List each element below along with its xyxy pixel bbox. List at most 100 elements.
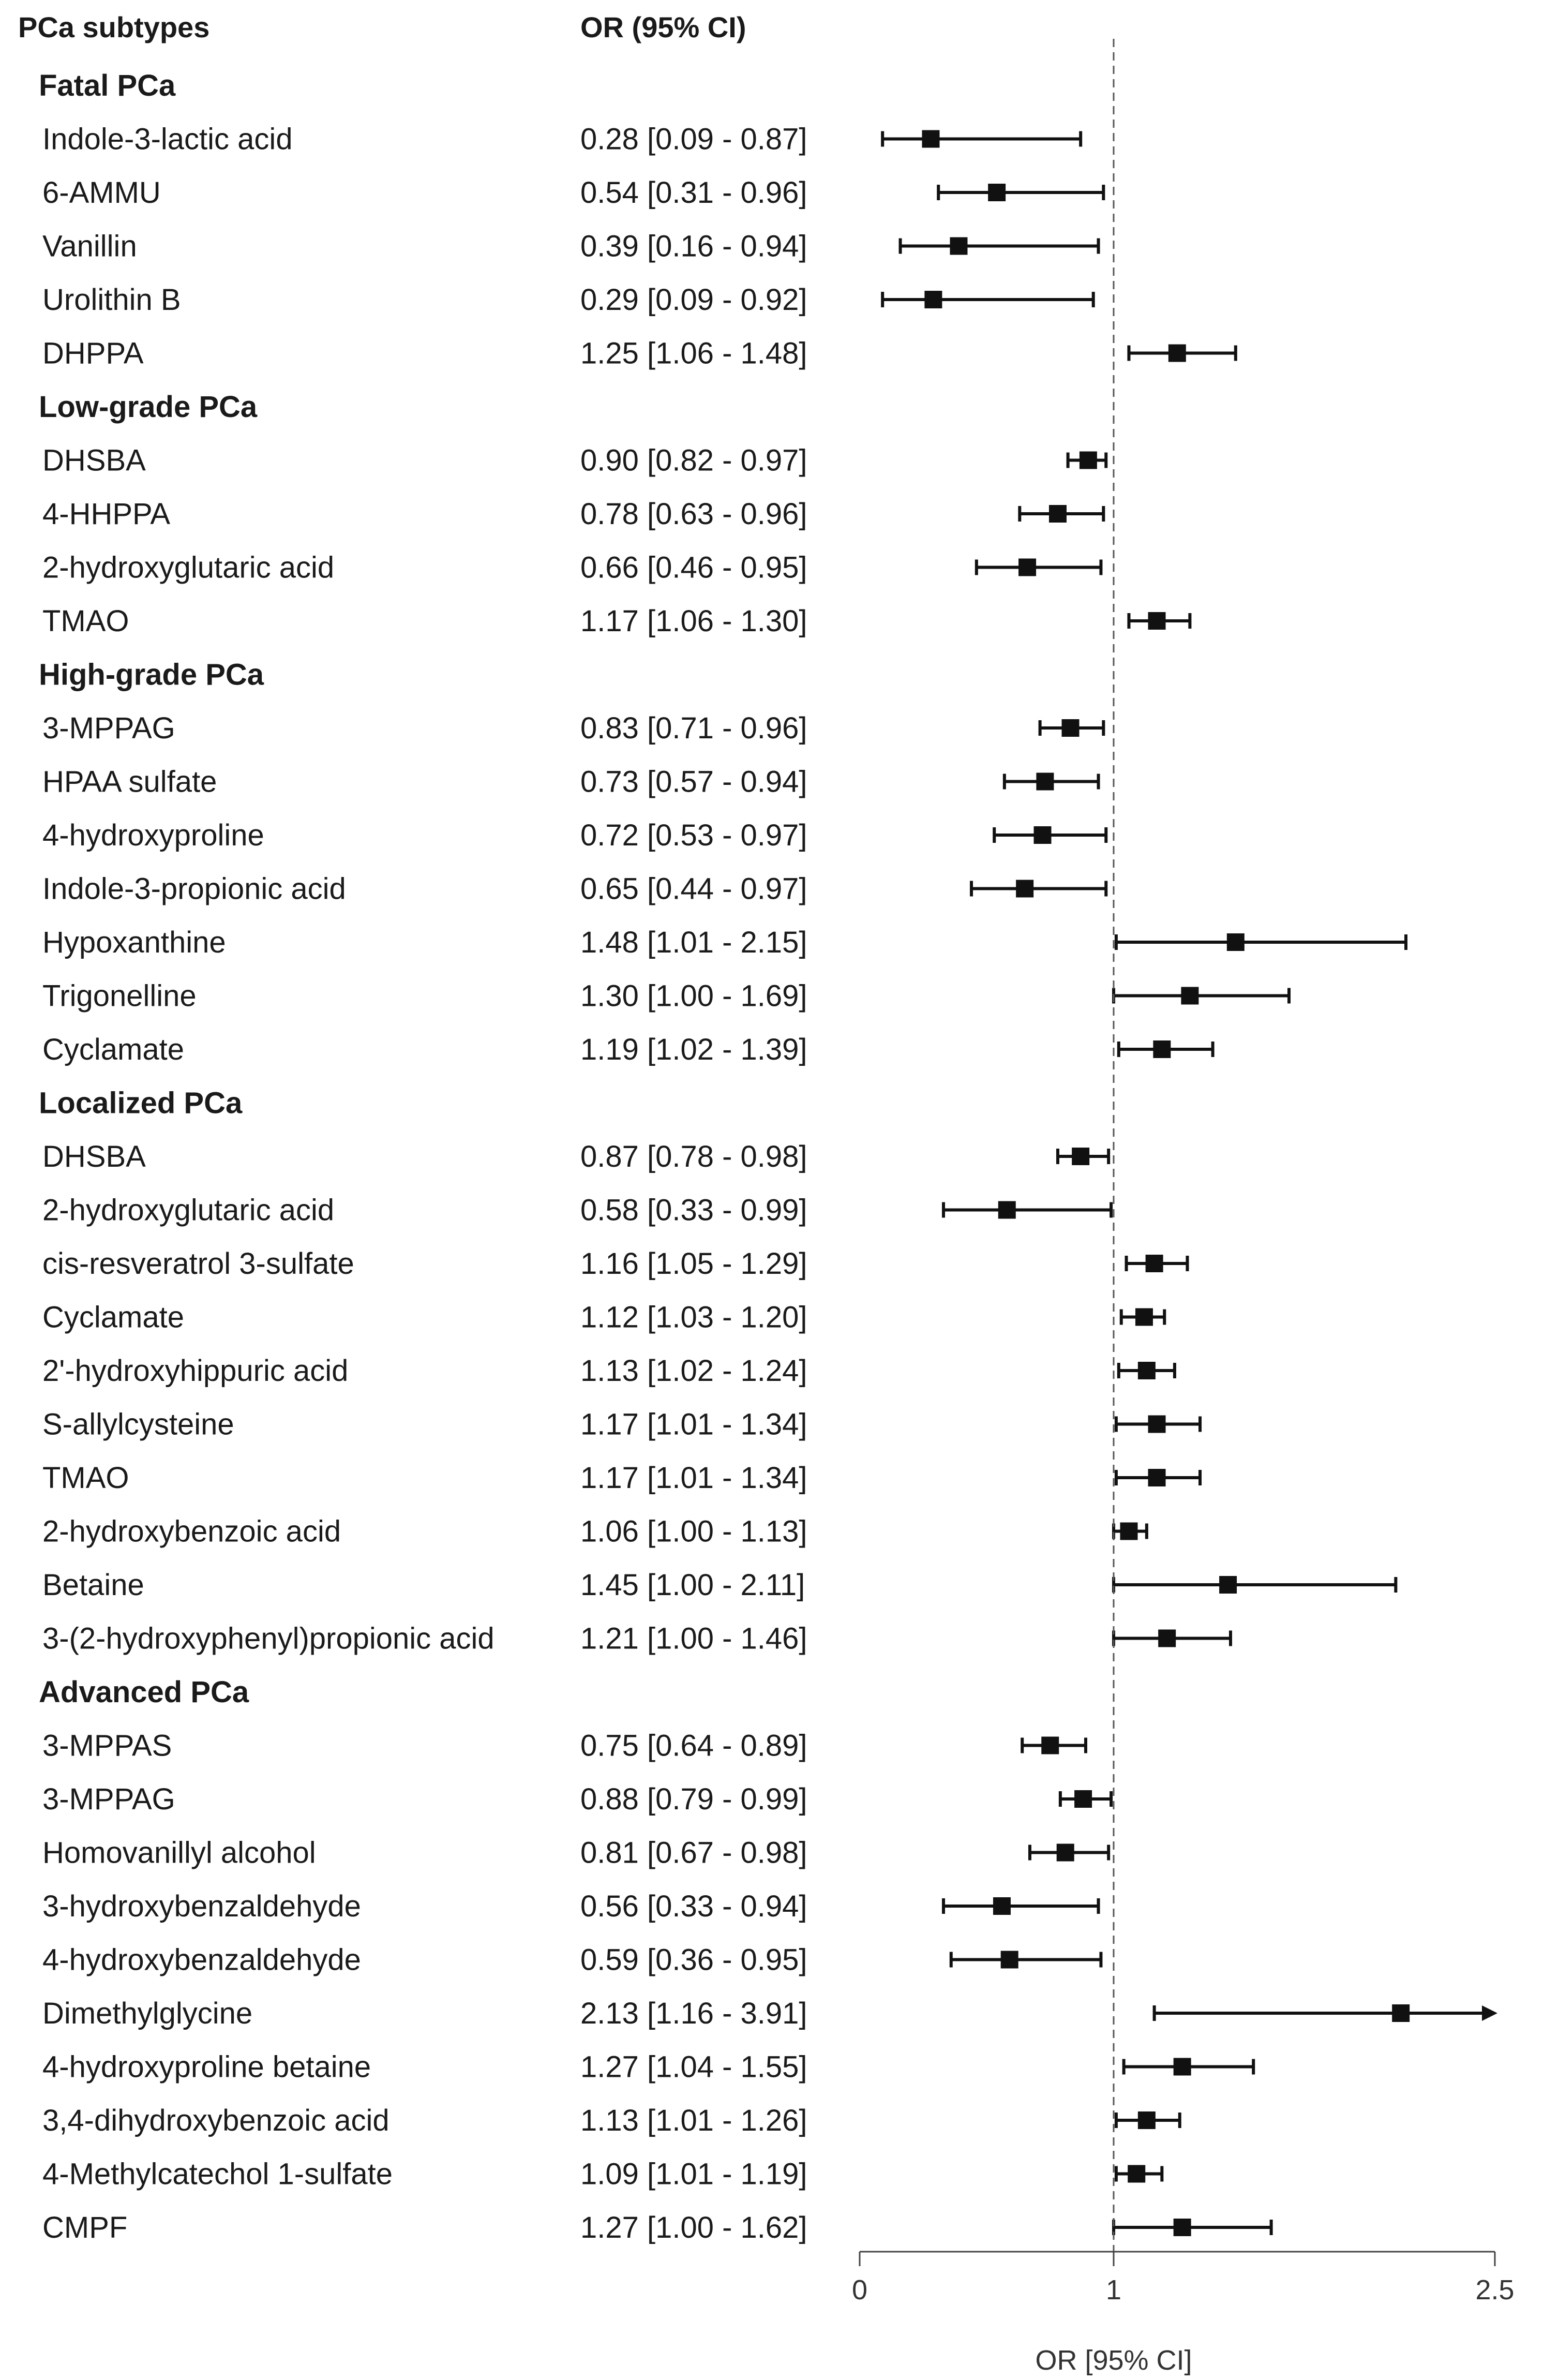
row-label: Indole-3-lactic acid [42,123,293,156]
row-or-ci-text: 0.87 [0.78 - 0.98] [580,1140,807,1173]
group-title: Low-grade PCa [39,390,258,424]
row-or-ci-text: 0.88 [0.79 - 0.99] [580,1782,807,1816]
x-tick-label: 0 [852,2274,867,2305]
row-label: 3,4-dihydroxybenzoic acid [42,2104,389,2137]
row-label: CMPF [42,2211,127,2244]
or-point [1016,880,1034,898]
header-subtypes: PCa subtypes [18,11,209,43]
row-or-ci-text: 1.12 [1.03 - 1.20] [580,1301,807,1334]
or-point [1018,558,1037,576]
row-label: 2-hydroxyglutaric acid [42,1194,334,1227]
row-or-ci-text: 0.29 [0.09 - 0.92] [580,283,807,317]
row-or-ci-text: 1.17 [1.01 - 1.34] [580,1408,807,1441]
or-point [1181,987,1199,1005]
row-label: Cyclamate [42,1301,184,1334]
group-title: Localized PCa [39,1087,243,1120]
x-axis: 0 1 2.5 [852,2251,1515,2305]
row-label: 3-MPPAG [42,1782,175,1816]
row-label: Vanillin [42,230,137,263]
row-or-ci-text: 0.66 [0.46 - 0.95] [580,551,807,585]
row-or-ci-text: 0.54 [0.31 - 0.96] [580,176,807,210]
row-or-ci-text: 1.16 [1.05 - 1.29] [580,1247,807,1281]
or-point [993,1897,1011,1915]
row-or-ci-text: 0.83 [0.71 - 0.96] [580,711,807,745]
rows-layer: Fatal PCa Indole-3-lactic acid 0.28 [0.09 … [39,39,1497,2252]
row-label: DHSBA [42,1140,146,1173]
row-or-ci-text: 0.56 [0.33 - 0.94] [580,1890,807,1923]
or-point [950,237,968,255]
ci-arrow [1482,2005,1497,2021]
or-point [1135,1308,1153,1326]
row-label: Indole-3-propionic acid [42,872,346,906]
row-or-ci-text: 2.13 [1.16 - 3.91] [580,1997,807,2030]
x-tick-label: 1 [1106,2274,1121,2305]
row-or-ci-text: 1.09 [1.01 - 1.19] [580,2158,807,2191]
or-point [1072,1148,1090,1165]
group-title: High-grade PCa [39,658,264,692]
or-point [1226,933,1245,951]
or-point [1061,719,1080,737]
or-point [1153,1040,1171,1058]
row-or-ci-text: 0.73 [0.57 - 0.94] [580,765,807,799]
row-label: 2'-hydroxyhippuric acid [42,1354,348,1388]
header-or-ci: OR (95% CI) [580,11,746,43]
row-or-ci-text: 1.17 [1.06 - 1.30] [580,604,807,638]
or-point [1148,1469,1166,1486]
or-point [1158,1629,1176,1647]
or-point [1036,772,1054,791]
row-or-ci-text: 0.81 [0.67 - 0.98] [580,1836,807,1870]
or-point [924,291,942,308]
x-axis-label: OR [95% CI] [1035,2345,1192,2376]
row-label: 4-hydroxyproline betaine [42,2050,371,2084]
row-label: Trigonelline [42,979,197,1013]
row-label: cis-resveratrol 3-sulfate [42,1247,354,1281]
row-label: Homovanillyl alcohol [42,1836,316,1870]
row-label: DHSBA [42,444,146,478]
row-or-ci-text: 1.27 [1.04 - 1.55] [580,2050,807,2084]
row-or-ci-text: 1.25 [1.06 - 1.48] [580,337,807,370]
row-label: 6-AMMU [42,176,161,210]
or-point [1041,1736,1059,1754]
or-point [1392,2004,1410,2022]
or-point [922,130,940,148]
row-label: 4-HHPPA [42,497,170,531]
row-label: HPAA sulfate [42,765,217,799]
or-point [998,1201,1016,1219]
or-point [1128,2165,1146,2183]
row-or-ci-text: 1.13 [1.01 - 1.26] [580,2104,807,2137]
row-label: 4-Methylcatechol 1-sulfate [42,2158,393,2191]
or-point [1000,1951,1018,1969]
row-or-ci-text: 0.59 [0.36 - 0.95] [580,1943,807,1977]
row-label: 4-hydroxybenzaldehyde [42,1943,361,1977]
row-label: 4-hydroxyproline [42,819,264,852]
or-point [1148,1415,1166,1433]
or-point [1120,1522,1138,1540]
row-or-ci-text: 0.39 [0.16 - 0.94] [580,230,807,263]
row-or-ci-text: 0.78 [0.63 - 0.96] [580,497,807,531]
row-label: Urolithin B [42,283,181,317]
or-point [1048,505,1067,523]
or-point [1033,826,1052,844]
or-point [1173,2058,1191,2076]
row-label: 2-hydroxyglutaric acid [42,551,334,585]
row-label: Cyclamate [42,1033,184,1066]
group-title: Advanced PCa [39,1675,249,1709]
row-label: Hypoxanthine [42,926,226,959]
row-label: TMAO [42,604,129,638]
row-or-ci-text: 1.30 [1.00 - 1.69] [580,979,807,1013]
row-or-ci-text: 0.90 [0.82 - 0.97] [580,444,807,478]
row-label: TMAO [42,1461,129,1495]
row-or-ci-text: 0.75 [0.64 - 0.89] [580,1729,807,1763]
row-or-ci-text: 0.65 [0.44 - 0.97] [580,872,807,906]
row-or-ci-text: 0.58 [0.33 - 0.99] [580,1194,807,1227]
or-point [1145,1255,1163,1272]
row-label: S-allylcysteine [42,1408,234,1441]
or-point [1148,612,1166,630]
row-label: 3-MPPAG [42,711,175,745]
row-label: 2-hydroxybenzoic acid [42,1515,341,1549]
row-or-ci-text: 1.06 [1.00 - 1.13] [580,1515,807,1549]
row-or-ci-text: 1.21 [1.00 - 1.46] [580,1622,807,1656]
row-or-ci-text: 1.13 [1.02 - 1.24] [580,1354,807,1388]
row-or-ci-text: 1.27 [1.00 - 1.62] [580,2211,807,2244]
